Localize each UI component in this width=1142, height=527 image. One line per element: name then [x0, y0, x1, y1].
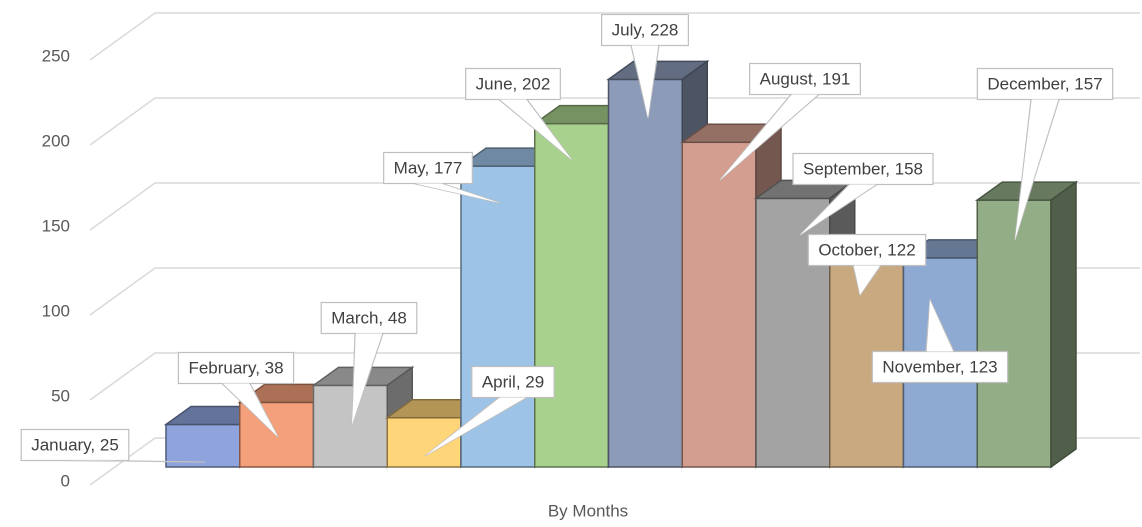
data-label-text: April, 29	[482, 372, 544, 391]
label-box	[320, 301, 418, 335]
data-label-text: June, 202	[476, 74, 551, 93]
y-tick-label: 50	[51, 386, 70, 405]
label-box	[383, 151, 473, 185]
data-label: October, 122	[807, 233, 927, 297]
label-box	[807, 233, 927, 267]
bar-front	[976, 199, 1052, 468]
bar-front	[607, 78, 683, 468]
label-pointer-fill	[415, 183, 500, 203]
label-pointer-fill	[927, 300, 953, 352]
label-pointer-fill	[800, 184, 876, 235]
bar-front	[681, 141, 757, 468]
y-tick-label: 0	[61, 471, 70, 490]
bar	[974, 180, 1079, 469]
data-label-text: May, 177	[394, 158, 463, 177]
data-label-text: December, 157	[987, 74, 1102, 93]
data-label: September, 158	[792, 152, 934, 236]
y-tick-label: 250	[42, 46, 70, 65]
data-label-text: March, 48	[331, 308, 407, 327]
label-pointer-fill	[854, 265, 880, 295]
data-label-text: September, 158	[803, 159, 923, 178]
grid-line	[89, 12, 1140, 61]
label-box	[20, 428, 130, 462]
label-pointer-fill	[632, 45, 658, 118]
y-tick-label: 100	[42, 301, 70, 320]
data-label: January, 25	[20, 428, 206, 463]
label-pointer-fill	[352, 333, 382, 425]
data-label: April, 29	[424, 365, 555, 457]
y-tick-label: 150	[42, 216, 70, 235]
label-box	[465, 67, 561, 101]
bar-front	[755, 197, 831, 468]
label-box	[177, 351, 295, 385]
label-box	[749, 62, 861, 96]
data-label-text: February, 38	[188, 358, 283, 377]
data-label-text: October, 122	[818, 240, 915, 259]
data-label: December, 157	[976, 67, 1114, 241]
label-pointer-fill	[1015, 99, 1058, 240]
bar-front	[312, 384, 388, 468]
label-pointer-fill	[720, 94, 818, 180]
label-box	[601, 13, 689, 47]
x-axis-label: By Months	[548, 501, 628, 520]
label-pointer-fill	[425, 397, 526, 456]
bar-front	[165, 423, 241, 468]
data-label: July, 228	[601, 13, 689, 119]
data-label: May, 177	[383, 151, 501, 204]
data-label: February, 38	[177, 351, 295, 438]
label-box	[871, 350, 1009, 384]
data-label-text: November, 123	[882, 357, 997, 376]
bar-side	[1050, 180, 1077, 469]
data-label: August, 191	[719, 62, 861, 181]
label-pointer-fill	[500, 99, 572, 160]
label-box	[976, 67, 1114, 101]
data-label: November, 123	[871, 297, 1009, 384]
data-label-text: August, 191	[760, 69, 851, 88]
data-label-text: January, 25	[31, 435, 119, 454]
data-label: June, 202	[465, 67, 573, 161]
bar-front	[460, 165, 536, 468]
bar-front	[534, 122, 610, 468]
y-tick-label: 200	[42, 131, 70, 150]
data-label: March, 48	[320, 301, 418, 426]
label-box	[471, 365, 555, 399]
data-label-text: July, 228	[612, 20, 679, 39]
label-pointer-fill	[62, 460, 205, 462]
label-pointer-fill	[223, 383, 278, 437]
label-box	[792, 152, 934, 186]
